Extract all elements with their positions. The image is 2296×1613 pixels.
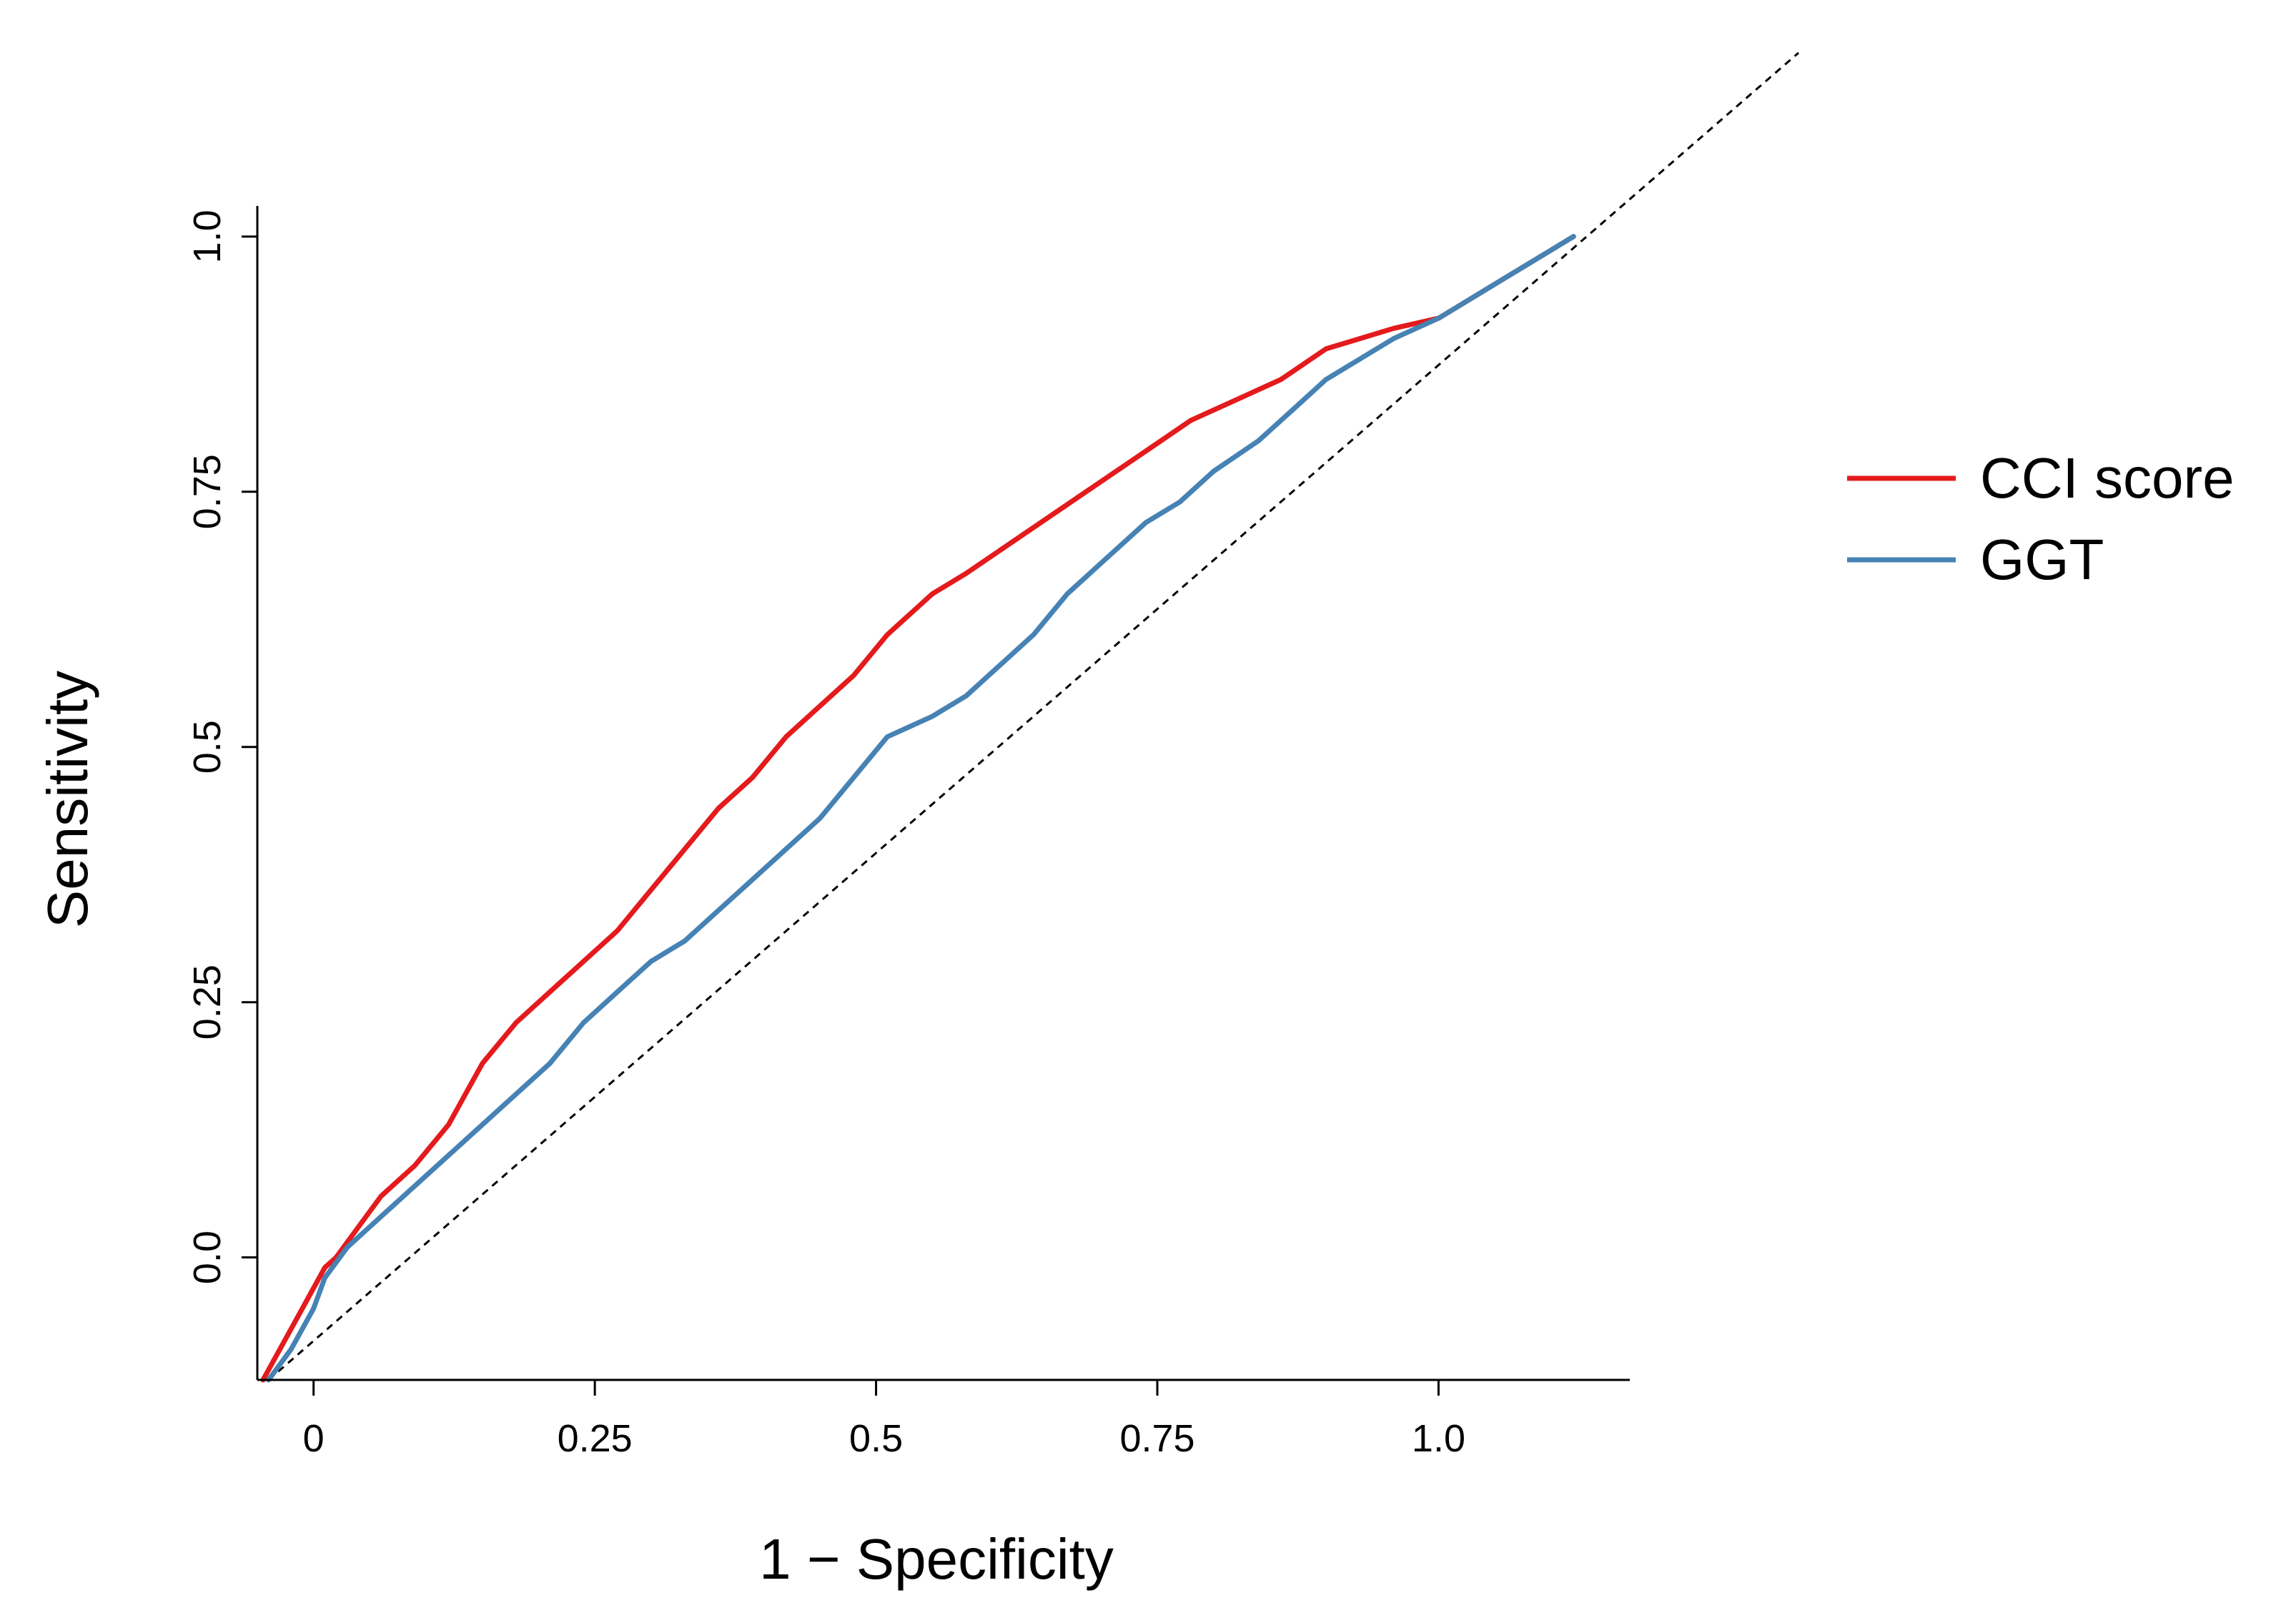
x-ticks: 0 0.25 0.5 0.75 1.0 xyxy=(303,1380,1465,1460)
y-tick-label: 0.0 xyxy=(186,1230,229,1284)
axes: 0 0.25 0.5 0.75 1.0 0.0 0.25 0.5 0.75 1.0 xyxy=(186,206,1630,1460)
legend: CCI score GGT xyxy=(1847,446,2235,591)
x-tick-label: 0.5 xyxy=(849,1417,903,1460)
y-tick-label: 0.75 xyxy=(186,454,229,529)
reference-diagonal-line xyxy=(267,51,1800,1381)
legend-label-cci-score: CCI score xyxy=(1980,446,2235,510)
x-axis-title: 1 − Specificity xyxy=(759,1527,1114,1591)
legend-label-ggt: GGT xyxy=(1980,528,2104,591)
y-axis-title: Sensitivity xyxy=(36,671,99,928)
series-line-cci-score xyxy=(260,234,1576,1383)
x-tick-label: 0 xyxy=(303,1417,325,1460)
x-tick-label: 0.25 xyxy=(558,1417,633,1460)
series-layer xyxy=(260,234,1576,1383)
x-tick-label: 0.75 xyxy=(1119,1417,1194,1460)
y-tick-label: 0.25 xyxy=(186,965,229,1040)
y-tick-label: 0.5 xyxy=(186,720,229,774)
reference-line-layer xyxy=(267,51,1800,1381)
x-tick-label: 1.0 xyxy=(1412,1417,1465,1460)
y-tick-label: 1.0 xyxy=(186,209,229,263)
series-line-ggt xyxy=(266,234,1576,1383)
y-ticks: 0.0 0.25 0.5 0.75 1.0 xyxy=(186,209,257,1284)
